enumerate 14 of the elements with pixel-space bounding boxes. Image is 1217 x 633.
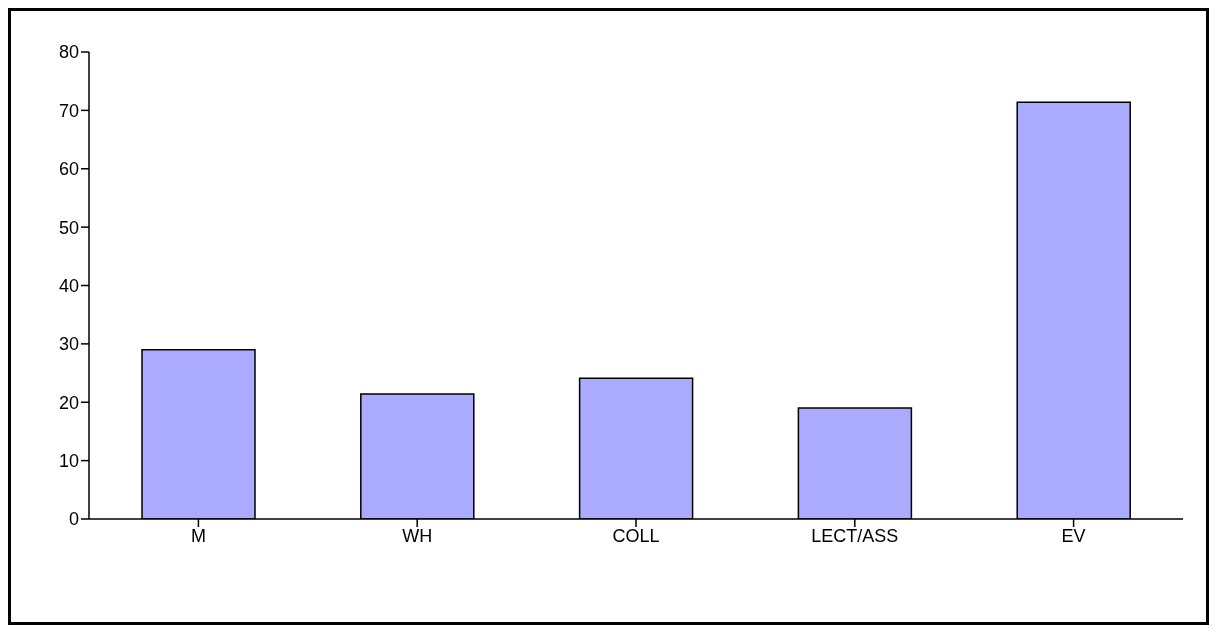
y-tick-label: 10 [58, 451, 79, 472]
y-tick-label: 70 [58, 100, 79, 121]
y-tick-label: 60 [58, 159, 79, 180]
x-tick-label: LECT/ASS [811, 525, 899, 546]
y-tick-label: 40 [58, 275, 79, 296]
x-tick-label: COLL [612, 525, 660, 546]
y-tick-label: 50 [58, 217, 79, 238]
x-tick-label: M [190, 525, 206, 546]
y-tick-label: 80 [58, 42, 79, 63]
y-tick-label: 20 [58, 392, 79, 413]
y-tick-label: 30 [58, 334, 79, 355]
x-tick-label: EV [1061, 525, 1086, 546]
x-tick-label: WH [402, 525, 433, 546]
y-tick-label: 0 [68, 509, 79, 530]
